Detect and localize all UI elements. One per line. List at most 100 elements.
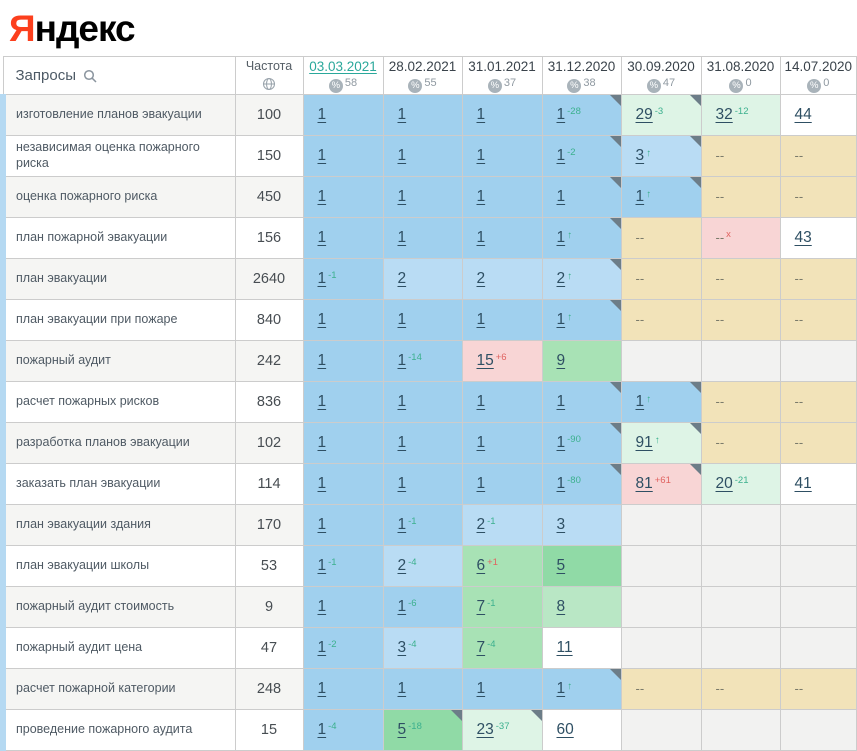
position-link[interactable]: 3 bbox=[556, 516, 566, 533]
position-link[interactable]: 1 bbox=[317, 557, 327, 574]
position-link[interactable]: 3 bbox=[635, 147, 645, 164]
position-link[interactable]: 7 bbox=[476, 598, 486, 615]
date-label[interactable]: 14.07.2020 bbox=[784, 59, 853, 74]
date-header-cell[interactable]: 03.03.2021% 58 bbox=[302, 56, 384, 95]
position-cell: 1 bbox=[302, 586, 384, 628]
position-link[interactable]: 2 bbox=[556, 270, 566, 287]
position-link[interactable]: 1 bbox=[476, 434, 486, 451]
position-cell: 81 +61 bbox=[620, 463, 702, 505]
position-link[interactable]: 60 bbox=[556, 721, 574, 738]
position-link[interactable]: 2 bbox=[476, 270, 486, 287]
position-link[interactable]: 2 bbox=[397, 270, 407, 287]
position-link[interactable]: 1 bbox=[476, 106, 486, 123]
position-link[interactable]: 6 bbox=[476, 557, 486, 574]
position-link[interactable]: 1 bbox=[397, 680, 407, 697]
position-link[interactable]: 1 bbox=[556, 393, 566, 410]
position-link[interactable]: 1 bbox=[317, 229, 327, 246]
date-label[interactable]: 30.09.2020 bbox=[627, 59, 695, 74]
position-link[interactable]: 7 bbox=[476, 639, 486, 656]
position-link[interactable]: 1 bbox=[317, 598, 327, 615]
position-link[interactable]: 1 bbox=[397, 311, 407, 328]
position-link[interactable]: 9 bbox=[556, 352, 566, 369]
position-link[interactable]: 15 bbox=[476, 352, 494, 369]
position-link[interactable]: 81 bbox=[635, 475, 653, 492]
date-label[interactable]: 03.03.2021 bbox=[309, 59, 377, 74]
gap-corner-icon bbox=[450, 710, 461, 721]
position-link[interactable]: 1 bbox=[317, 393, 327, 410]
position-link[interactable]: 1 bbox=[397, 434, 407, 451]
position-link[interactable]: 1 bbox=[476, 475, 486, 492]
position-link[interactable]: 1 bbox=[397, 352, 407, 369]
position-link[interactable]: 91 bbox=[635, 434, 653, 451]
position-link[interactable]: 1 bbox=[317, 311, 327, 328]
position-link[interactable]: 5 bbox=[556, 557, 566, 574]
position-link[interactable]: 1 bbox=[556, 475, 566, 492]
position-link[interactable]: 1 bbox=[317, 516, 327, 533]
position-link[interactable]: 23 bbox=[476, 721, 494, 738]
position-link[interactable]: 32 bbox=[715, 106, 733, 123]
position-link[interactable]: 1 bbox=[317, 352, 327, 369]
date-header-cell[interactable]: 31.08.2020% 0 bbox=[700, 56, 781, 95]
position-link[interactable]: 1 bbox=[317, 147, 327, 164]
date-header-cell[interactable]: 28.02.2021% 55 bbox=[382, 56, 463, 95]
position-link[interactable]: 1 bbox=[397, 393, 407, 410]
position-link[interactable]: 1 bbox=[397, 229, 407, 246]
position-link[interactable]: 1 bbox=[397, 516, 407, 533]
position-link[interactable]: 1 bbox=[556, 434, 566, 451]
position-link[interactable]: 1 bbox=[317, 106, 327, 123]
position-link[interactable]: 1 bbox=[476, 229, 486, 246]
position-delta: -80 bbox=[567, 475, 581, 486]
position-link[interactable]: 1 bbox=[476, 311, 486, 328]
position-link[interactable]: 1 bbox=[317, 270, 327, 287]
position-link[interactable]: 2 bbox=[397, 557, 407, 574]
position-link[interactable]: 1 bbox=[556, 311, 566, 328]
percent-icon: % bbox=[729, 79, 744, 93]
position-link[interactable]: 1 bbox=[397, 475, 407, 492]
position-link[interactable]: 1 bbox=[317, 188, 327, 205]
position-link[interactable]: 3 bbox=[397, 639, 407, 656]
position-link[interactable]: 1 bbox=[556, 188, 566, 205]
date-header-cell[interactable]: 31.01.2021% 37 bbox=[461, 56, 543, 95]
position-cell: 1 -90 bbox=[541, 422, 622, 464]
position-link[interactable]: 1 bbox=[476, 188, 486, 205]
position-link[interactable]: 1 bbox=[635, 188, 645, 205]
position-link[interactable]: 1 bbox=[317, 639, 327, 656]
position-delta: -1 bbox=[328, 557, 337, 568]
position-link[interactable]: 1 bbox=[635, 393, 645, 410]
position-link[interactable]: 1 bbox=[317, 475, 327, 492]
position-link[interactable]: 1 bbox=[317, 721, 327, 738]
position-link[interactable]: 1 bbox=[556, 680, 566, 697]
position-link[interactable]: 11 bbox=[556, 639, 573, 656]
position-link[interactable]: 1 bbox=[397, 598, 407, 615]
position-link[interactable]: 1 bbox=[556, 106, 566, 123]
date-label[interactable]: 28.02.2021 bbox=[388, 59, 457, 74]
position-link[interactable]: 1 bbox=[556, 229, 566, 246]
search-icon[interactable] bbox=[83, 69, 97, 83]
date-header-cell[interactable]: 30.09.2020% 47 bbox=[620, 56, 702, 95]
position-link[interactable]: 1 bbox=[556, 147, 566, 164]
position-link[interactable]: 20 bbox=[715, 475, 733, 492]
date-label[interactable]: 31.12.2020 bbox=[547, 59, 616, 74]
position-link[interactable]: 1 bbox=[317, 434, 327, 451]
position-link[interactable]: 41 bbox=[794, 475, 812, 492]
position-link[interactable]: 1 bbox=[476, 147, 486, 164]
position-link[interactable]: 1 bbox=[476, 393, 486, 410]
position-link[interactable]: 43 bbox=[794, 229, 812, 246]
date-header-cell[interactable]: 31.12.2020% 38 bbox=[541, 56, 622, 95]
position-link[interactable]: 2 bbox=[476, 516, 486, 533]
date-label[interactable]: 31.08.2020 bbox=[706, 59, 775, 74]
position-link[interactable]: 1 bbox=[397, 147, 407, 164]
position-delta: -12 bbox=[734, 106, 749, 117]
position-link[interactable]: 8 bbox=[556, 598, 566, 615]
position-link[interactable]: 29 bbox=[635, 106, 653, 123]
position-link[interactable]: 5 bbox=[397, 721, 407, 738]
query-label: заказать план эвакуации bbox=[16, 476, 161, 491]
position-link[interactable]: 44 bbox=[794, 106, 812, 123]
date-label[interactable]: 31.01.2021 bbox=[468, 59, 536, 74]
position-link[interactable]: 1 bbox=[317, 680, 327, 697]
position-link[interactable]: 1 bbox=[397, 106, 407, 123]
date-header-cell[interactable]: 14.07.2020% 0 bbox=[779, 56, 857, 95]
position-link[interactable]: 1 bbox=[476, 680, 486, 697]
position-link[interactable]: 1 bbox=[397, 188, 407, 205]
dash-value: -- bbox=[635, 312, 645, 327]
